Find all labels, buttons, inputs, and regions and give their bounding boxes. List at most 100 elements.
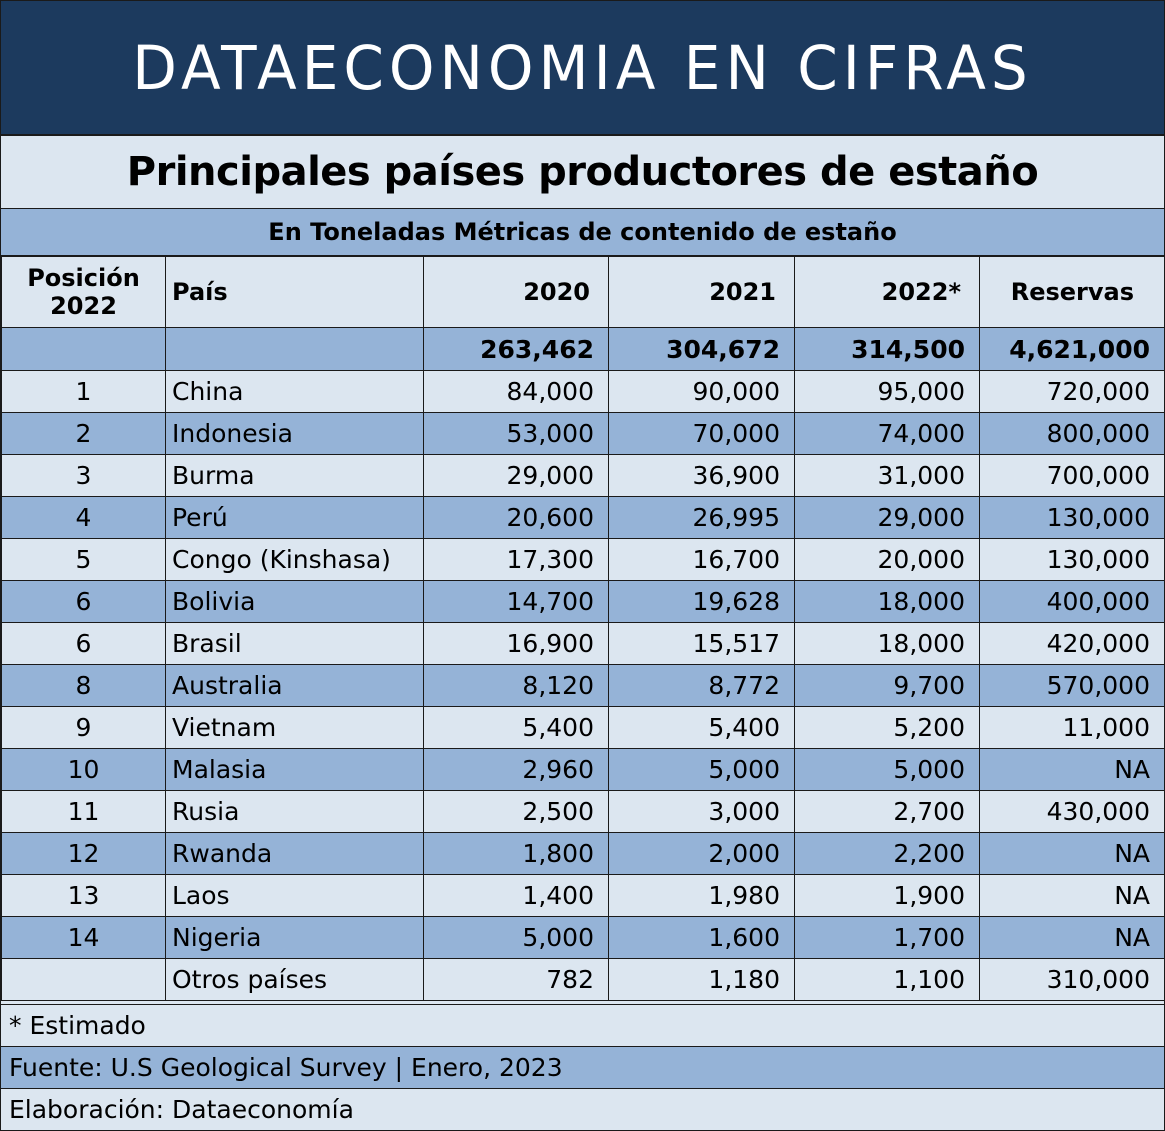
header-row: Posición 2022 País 2020 2021 2022* Reser… — [1, 256, 1165, 328]
cell-2021: 5,400 — [608, 706, 795, 749]
total-2022: 314,500 — [794, 327, 980, 371]
cell-2021: 19,628 — [608, 580, 795, 623]
cell-reserves: 720,000 — [979, 370, 1165, 413]
cell-2021: 2,000 — [608, 832, 795, 875]
cell-country: Burma — [165, 454, 424, 497]
cell-country: Rusia — [165, 790, 424, 833]
cell-position: 6 — [1, 580, 166, 623]
cell-2021: 8,772 — [608, 664, 795, 707]
cell-position: 12 — [1, 832, 166, 875]
header-country: País — [165, 256, 424, 328]
header-position-line2: 2022 — [50, 292, 117, 320]
cell-2022: 5,200 — [794, 706, 980, 749]
banner: DATAECONOMIA EN CIFRAS — [1, 1, 1164, 136]
header-2020: 2020 — [423, 256, 609, 328]
cell-2020: 29,000 — [423, 454, 609, 497]
table-row: 11 Rusia 2,500 3,000 2,700 430,000 — [1, 790, 1165, 833]
cell-country: Malasia — [165, 748, 424, 791]
cell-2022: 5,000 — [794, 748, 980, 791]
cell-2021: 1,180 — [608, 958, 795, 1001]
header-2021: 2021 — [608, 256, 795, 328]
cell-2020: 2,960 — [423, 748, 609, 791]
table-subtitle: En Toneladas Métricas de contenido de es… — [1, 209, 1164, 256]
cell-reserves: 700,000 — [979, 454, 1165, 497]
header-2022: 2022* — [794, 256, 980, 328]
cell-position: 8 — [1, 664, 166, 707]
estimate-note: * Estimado — [1, 1004, 1164, 1046]
cell-2022: 2,700 — [794, 790, 980, 833]
cell-reserves: NA — [979, 832, 1165, 875]
cell-reserves: 800,000 — [979, 412, 1165, 455]
header-position-line1: Posición — [27, 264, 140, 292]
cell-position: 5 — [1, 538, 166, 581]
cell-country: Bolivia — [165, 580, 424, 623]
cell-2020: 17,300 — [423, 538, 609, 581]
table-row: 5 Congo (Kinshasa) 17,300 16,700 20,000 130,0… — [1, 538, 1165, 581]
cell-2022: 9,700 — [794, 664, 980, 707]
cell-reserves: 310,000 — [979, 958, 1165, 1001]
table-row: 12 Rwanda 1,800 2,000 2,200 NA — [1, 832, 1165, 875]
table-row: 10 Malasia 2,960 5,000 5,000 NA — [1, 748, 1165, 791]
cell-country: Laos — [165, 874, 424, 917]
cell-reserves: 400,000 — [979, 580, 1165, 623]
cell-2020: 5,000 — [423, 916, 609, 959]
tin-producers-table: Posición 2022 País 2020 2021 2022* Reser… — [1, 256, 1165, 1001]
table-row: 6 Brasil 16,900 15,517 18,000 420,000 — [1, 622, 1165, 665]
table-row: 4 Perú 20,600 26,995 29,000 130,000 — [1, 496, 1165, 539]
cell-country: Rwanda — [165, 832, 424, 875]
cell-2020: 16,900 — [423, 622, 609, 665]
cell-2020: 1,400 — [423, 874, 609, 917]
cell-position: 10 — [1, 748, 166, 791]
cell-position: 1 — [1, 370, 166, 413]
cell-2022: 2,200 — [794, 832, 980, 875]
cell-2020: 8,120 — [423, 664, 609, 707]
table-row: 14 Nigeria 5,000 1,600 1,700 NA — [1, 916, 1165, 959]
cell-reserves: NA — [979, 916, 1165, 959]
cell-2021: 90,000 — [608, 370, 795, 413]
cell-2022: 31,000 — [794, 454, 980, 497]
cell-position: 13 — [1, 874, 166, 917]
cell-2021: 1,980 — [608, 874, 795, 917]
cell-2020: 14,700 — [423, 580, 609, 623]
cell-country: Otros países — [165, 958, 424, 1001]
cell-position: 4 — [1, 496, 166, 539]
cell-reserves: 420,000 — [979, 622, 1165, 665]
cell-2022: 18,000 — [794, 622, 980, 665]
table-row: 8 Australia 8,120 8,772 9,700 570,000 — [1, 664, 1165, 707]
cell-2022: 18,000 — [794, 580, 980, 623]
cell-position: 14 — [1, 916, 166, 959]
totals-country — [165, 327, 424, 371]
cell-2020: 782 — [423, 958, 609, 1001]
table-row: 13 Laos 1,400 1,980 1,900 NA — [1, 874, 1165, 917]
totals-row: 263,462 304,672 314,500 4,621,000 — [1, 327, 1165, 371]
cell-2021: 36,900 — [608, 454, 795, 497]
cell-country: Perú — [165, 496, 424, 539]
cell-2022: 20,000 — [794, 538, 980, 581]
cell-reserves: NA — [979, 748, 1165, 791]
total-2020: 263,462 — [423, 327, 609, 371]
totals-position — [1, 327, 166, 371]
cell-position: 3 — [1, 454, 166, 497]
banner-title: DATAECONOMIA EN CIFRAS — [132, 31, 1033, 104]
cell-2020: 5,400 — [423, 706, 609, 749]
cell-reserves: 570,000 — [979, 664, 1165, 707]
cell-position — [1, 958, 166, 1001]
cell-2022: 74,000 — [794, 412, 980, 455]
cell-2021: 3,000 — [608, 790, 795, 833]
cell-reserves: 130,000 — [979, 496, 1165, 539]
table-row: 3 Burma 29,000 36,900 31,000 700,000 — [1, 454, 1165, 497]
header-reserves: Reservas — [979, 256, 1165, 328]
credit-note: Elaboración: Dataeconomía — [1, 1088, 1164, 1130]
table-row: Otros países 782 1,180 1,100 310,000 — [1, 958, 1165, 1001]
cell-2022: 1,900 — [794, 874, 980, 917]
cell-2021: 1,600 — [608, 916, 795, 959]
cell-country: China — [165, 370, 424, 413]
cell-reserves: NA — [979, 874, 1165, 917]
total-2021: 304,672 — [608, 327, 795, 371]
cell-country: Brasil — [165, 622, 424, 665]
cell-position: 6 — [1, 622, 166, 665]
cell-2020: 53,000 — [423, 412, 609, 455]
cell-2020: 1,800 — [423, 832, 609, 875]
cell-2021: 26,995 — [608, 496, 795, 539]
source-note: Fuente: U.S Geological Survey | Enero, 2… — [1, 1046, 1164, 1088]
